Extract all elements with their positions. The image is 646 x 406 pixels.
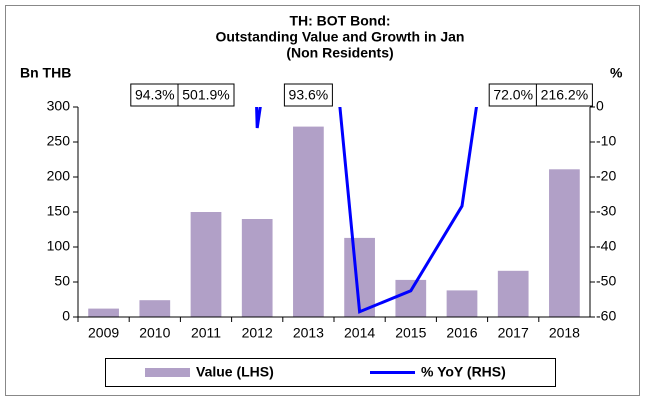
bar bbox=[549, 169, 580, 317]
line-clip bbox=[255, 107, 478, 314]
y2-tick-label: -30 bbox=[596, 203, 616, 219]
y-tick-label: 150 bbox=[47, 203, 71, 219]
y-axis-label: Bn THB bbox=[20, 65, 71, 81]
bar bbox=[88, 308, 119, 317]
x-tick-label: 2014 bbox=[344, 325, 375, 341]
data-label: 94.3% bbox=[135, 87, 175, 103]
x-tick-label: 2013 bbox=[293, 325, 324, 341]
bar bbox=[190, 212, 222, 317]
y2-tick-label: -10 bbox=[596, 133, 616, 149]
legend-label: % YoY (RHS) bbox=[421, 364, 506, 380]
y-tick-label: 250 bbox=[47, 133, 71, 149]
legend-label: Value (LHS) bbox=[196, 364, 274, 380]
bar bbox=[395, 279, 427, 317]
x-tick-label: 2017 bbox=[498, 325, 529, 341]
chart-title: (Non Residents) bbox=[286, 45, 393, 61]
data-label-box bbox=[535, 83, 593, 107]
y2-tick-label: -40 bbox=[596, 238, 616, 254]
bar bbox=[293, 126, 324, 317]
y-tick-label: 200 bbox=[47, 168, 71, 184]
data-label: 93.6% bbox=[289, 87, 329, 103]
x-tick-label: 2015 bbox=[395, 325, 426, 341]
data-label: 501.9% bbox=[182, 87, 229, 103]
x-tick-label: 2016 bbox=[446, 325, 477, 341]
y-tick-label: 50 bbox=[54, 273, 70, 289]
bar bbox=[139, 300, 171, 317]
y-tick-label: 100 bbox=[47, 238, 71, 254]
y2-tick-label: -50 bbox=[596, 273, 616, 289]
y-tick-label: 0 bbox=[62, 308, 70, 324]
bar bbox=[241, 219, 273, 317]
y2-tick-label: -60 bbox=[596, 308, 616, 324]
chart-title: Outstanding Value and Growth in Jan bbox=[216, 29, 465, 45]
x-tick-label: 2011 bbox=[191, 325, 221, 341]
bar bbox=[497, 270, 529, 317]
y2-axis-label: % bbox=[610, 65, 623, 81]
y2-tick-label: 0 bbox=[596, 98, 604, 114]
x-tick-label: 2009 bbox=[88, 325, 119, 341]
line bbox=[255, 107, 478, 314]
y-tick-label: 300 bbox=[47, 98, 71, 114]
y2-tick-label: -20 bbox=[596, 168, 616, 184]
chart-title: TH: BOT Bond: bbox=[289, 13, 390, 29]
data-label: 72.0% bbox=[493, 87, 533, 103]
legend-swatch bbox=[145, 368, 190, 377]
bar bbox=[446, 290, 478, 317]
data-label-box bbox=[283, 83, 333, 107]
x-tick-label: 2018 bbox=[549, 325, 580, 341]
data-label: 216.2% bbox=[541, 87, 588, 103]
x-tick-label: 2010 bbox=[139, 325, 170, 341]
x-tick-label: 2012 bbox=[242, 325, 273, 341]
data-label-box bbox=[177, 83, 235, 107]
